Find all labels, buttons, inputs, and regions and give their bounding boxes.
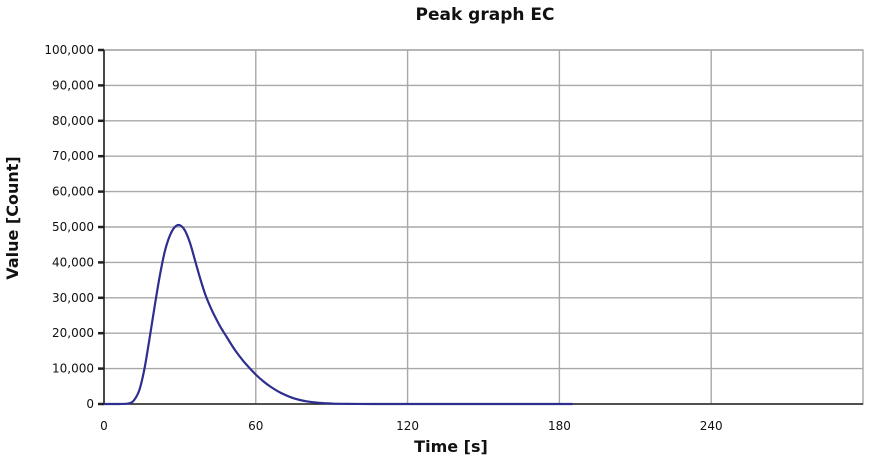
y-tick-label: 60,000 bbox=[52, 185, 94, 199]
y-tick-label: 40,000 bbox=[52, 255, 94, 269]
x-tick-label: 180 bbox=[548, 419, 571, 433]
x-axis-label: Time [s] bbox=[414, 437, 488, 456]
x-tick-label: 120 bbox=[396, 419, 419, 433]
y-tick-label: 10,000 bbox=[52, 362, 94, 376]
y-axis-label: Value [Count] bbox=[3, 156, 22, 279]
x-tick-label: 240 bbox=[700, 419, 723, 433]
x-tick-label: 60 bbox=[248, 419, 263, 433]
tick-layer: 0 10,000 20,000 30,000 40,000 50,000 60,000 70,… bbox=[44, 43, 722, 433]
y-tick-label: 80,000 bbox=[52, 114, 94, 128]
y-tick-label: 70,000 bbox=[52, 149, 94, 163]
series-line-0 bbox=[102, 223, 574, 406]
y-tick-label: 50,000 bbox=[52, 220, 94, 234]
y-tick-label: 30,000 bbox=[52, 291, 94, 305]
y-tick-label: 90,000 bbox=[52, 78, 94, 92]
y-tick-label: 20,000 bbox=[52, 326, 94, 340]
grid-layer bbox=[103, 49, 864, 405]
y-tick-label: 100,000 bbox=[44, 43, 94, 57]
series-layer bbox=[102, 223, 574, 406]
x-tick-label: 0 bbox=[100, 419, 108, 433]
chart-title: Peak graph EC bbox=[416, 5, 555, 25]
y-tick-label: 0 bbox=[86, 397, 94, 411]
